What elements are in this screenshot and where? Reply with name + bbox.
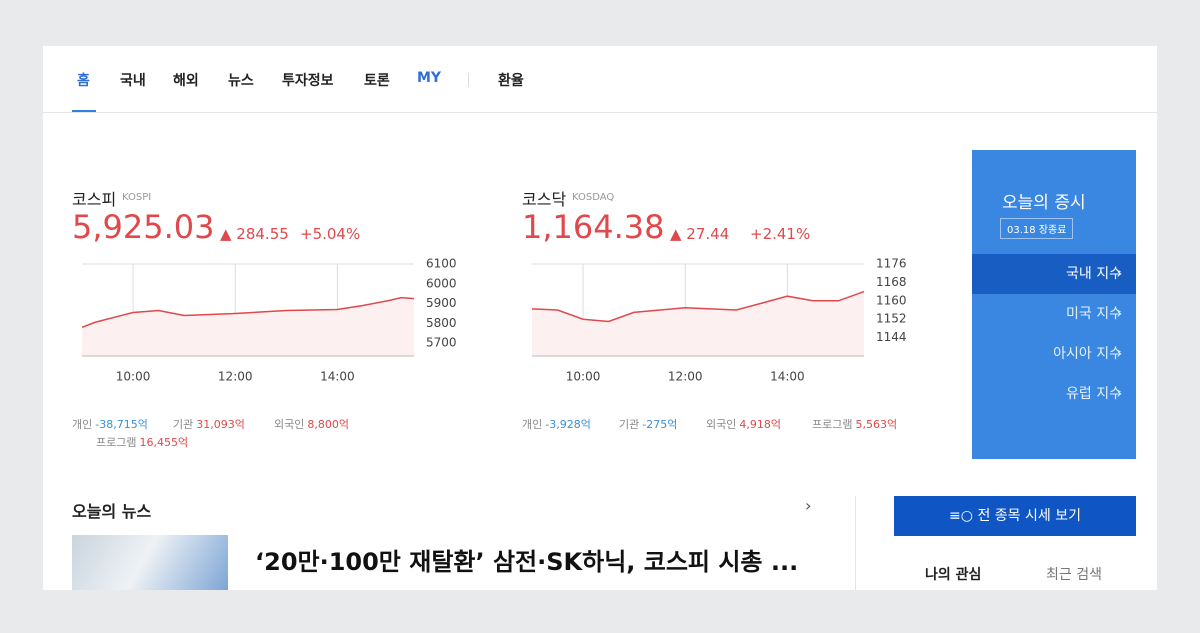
- line: [81, 296, 415, 329]
- investor-value: 31,093억: [196, 418, 245, 431]
- investor-value: 8,800억: [307, 418, 349, 431]
- divider: [855, 496, 856, 590]
- investor-flow: 기관 -275억: [619, 416, 677, 432]
- index-title: 코스피: [72, 190, 117, 209]
- investor-label: 개인: [522, 418, 543, 431]
- card: 홈 국내 해외 뉴스 투자정보 토론 MY 환율 코스피 KOSPI 5,925.03 ▲ 284…: [43, 46, 1157, 590]
- market-badge: 03.18 장종료: [1000, 218, 1074, 239]
- y-tick-label: 5700: [426, 336, 457, 350]
- menu-label: 유럽 지수: [1066, 386, 1122, 402]
- index-value: 1,164.38: [522, 208, 665, 246]
- news-more[interactable]: ›: [805, 496, 812, 515]
- chevron: ›: [1116, 346, 1122, 362]
- investor-label: 기관: [173, 418, 194, 431]
- y-tick-label: 6100: [426, 257, 457, 271]
- y-tick-label: 1160: [876, 293, 907, 307]
- x-tick-label: 10:00: [116, 370, 151, 384]
- line: [531, 290, 865, 323]
- investor-label: 외국인: [274, 418, 305, 431]
- index-change: ▲ 284.55: [220, 225, 289, 243]
- nav-tab[interactable]: 국내: [120, 73, 146, 89]
- nav-tab[interactable]: 투자정보: [282, 73, 334, 89]
- y-tick-label: 5800: [426, 316, 457, 330]
- menu-label: 미국 지수: [1066, 306, 1122, 322]
- button-icon: ≡○: [949, 508, 978, 524]
- menu-label: 국내 지수: [1066, 266, 1122, 282]
- all-quotes-button[interactable]: ≡○ 전 종목 시세 보기: [894, 496, 1136, 536]
- y-tick-label: 1168: [876, 275, 907, 289]
- news-title: 오늘의 뉴스: [72, 502, 152, 521]
- x-tick-label: 12:00: [218, 370, 253, 384]
- index-change-pct: +2.41%: [750, 225, 811, 243]
- y-tick-label: 5900: [426, 296, 457, 310]
- area: [532, 291, 864, 356]
- y-tick-label: 6000: [426, 276, 457, 290]
- investor-flow: 외국인 4,918억: [706, 416, 781, 432]
- nav-tab[interactable]: 뉴스: [228, 73, 254, 89]
- index-value: 5,925.03: [72, 208, 215, 246]
- investor-label: 프로그램: [812, 418, 853, 431]
- nav-tab[interactable]: 환율: [498, 73, 524, 89]
- y-tick-label: 1144: [876, 330, 907, 344]
- market-menu-item[interactable]: 유럽 지수 ›: [972, 374, 1136, 414]
- menu-label: 아시아 지수: [1053, 346, 1122, 362]
- nav-tab[interactable]: 해외: [173, 73, 199, 89]
- index-code: KOSPI: [122, 192, 152, 203]
- chevron: ›: [1116, 266, 1122, 282]
- investor-label: 외국인: [706, 418, 737, 431]
- investor-flow: 개인 -38,715억: [72, 416, 148, 432]
- x-tick-label: 10:00: [566, 370, 601, 384]
- index-change: ▲ 27.44: [670, 225, 730, 243]
- area: [82, 297, 414, 356]
- divider: [43, 112, 1157, 113]
- investor-value: 4,918억: [739, 418, 781, 431]
- chevron: ›: [1116, 306, 1122, 322]
- button-label: 전 종목 시세 보기: [977, 508, 1081, 524]
- nav-tab[interactable]: 홈: [77, 73, 90, 89]
- investor-value: -38,715억: [95, 418, 148, 431]
- investor-flow: 프로그램 5,563억: [812, 416, 897, 432]
- chevron: ›: [1116, 386, 1122, 402]
- investor-value: 16,455억: [139, 436, 189, 449]
- index-code: KOSDAQ: [572, 192, 615, 203]
- investor-flow: 외국인 8,800억: [274, 416, 349, 432]
- index-change-pct: +5.04%: [300, 225, 361, 243]
- market-menu-item[interactable]: 국내 지수 ›: [972, 254, 1136, 294]
- investor-value: 5,563억: [855, 418, 898, 431]
- nav-tab[interactable]: MY: [417, 70, 442, 86]
- market-menu-item[interactable]: 아시아 지수 ›: [972, 334, 1136, 374]
- y-tick-label: 1152: [876, 312, 907, 326]
- investor-flow: 기관 31,093억: [173, 416, 245, 432]
- investor-label: 개인: [72, 418, 93, 431]
- x-tick-label: 14:00: [320, 370, 355, 384]
- market-panel: 오늘의 증시 03.18 장종료 국내 지수 › 미국 지수 › 아시아 지수 › 유럽 지…: [972, 150, 1136, 459]
- active-underline: [72, 110, 96, 112]
- side-tab[interactable]: 최근 검색: [1046, 567, 1102, 583]
- investor-flow: 개인 -3,928억: [522, 416, 591, 432]
- line-chart: 1176 1168 1160 1152 1144 10:00 12:00 14:00: [531, 257, 907, 384]
- y-tick-label: 1176: [876, 257, 907, 271]
- investor-label: 기관: [619, 418, 640, 431]
- index-title: 코스닥: [522, 190, 567, 209]
- nav-tab[interactable]: 토론: [364, 73, 390, 89]
- news-thumbnail[interactable]: [72, 535, 228, 590]
- nav-separator: [468, 73, 469, 87]
- news-headline[interactable]: ‘20만·100만 재탈환’ 삼전·SK하닉, 코스피 시총 ...: [255, 548, 799, 576]
- investor-label: 프로그램: [96, 436, 137, 449]
- x-tick-label: 14:00: [770, 370, 805, 384]
- investor-flow: 프로그램 16,455억: [96, 434, 188, 450]
- x-tick-label: 12:00: [668, 370, 703, 384]
- market-menu-item[interactable]: 미국 지수 ›: [972, 294, 1136, 334]
- side-tab[interactable]: 나의 관심: [925, 567, 982, 583]
- investor-value: -275억: [642, 418, 678, 431]
- investor-value: -3,928억: [545, 418, 591, 431]
- line-chart: 6100 6000 5900 5800 5700 10:00 12:00 14:00: [81, 257, 457, 384]
- market-title: 오늘의 증시: [1002, 193, 1086, 213]
